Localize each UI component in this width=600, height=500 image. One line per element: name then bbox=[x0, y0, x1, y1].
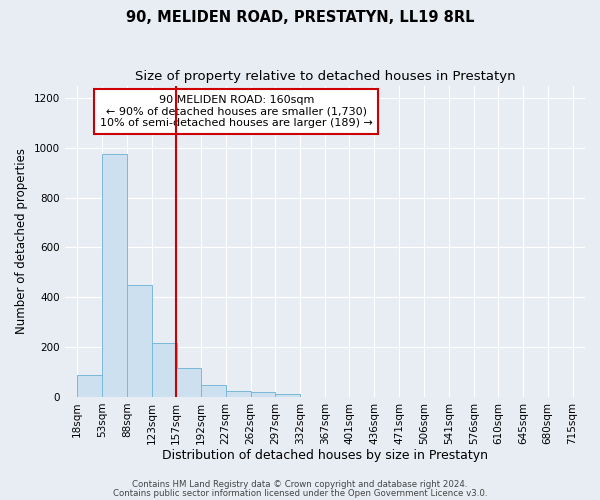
Bar bbox=[251, 392, 275, 397]
Text: Contains HM Land Registry data © Crown copyright and database right 2024.: Contains HM Land Registry data © Crown c… bbox=[132, 480, 468, 489]
Bar bbox=[77, 374, 102, 397]
Text: Contains public sector information licensed under the Open Government Licence v3: Contains public sector information licen… bbox=[113, 488, 487, 498]
Y-axis label: Number of detached properties: Number of detached properties bbox=[15, 148, 28, 334]
X-axis label: Distribution of detached houses by size in Prestatyn: Distribution of detached houses by size … bbox=[162, 450, 488, 462]
Bar bbox=[176, 368, 201, 397]
Bar bbox=[226, 390, 251, 397]
Bar bbox=[102, 154, 127, 397]
Bar bbox=[201, 384, 226, 397]
Text: 90 MELIDEN ROAD: 160sqm  
← 90% of detached houses are smaller (1,730)
10% of se: 90 MELIDEN ROAD: 160sqm ← 90% of detache… bbox=[100, 95, 373, 128]
Bar bbox=[127, 285, 152, 397]
Text: 90, MELIDEN ROAD, PRESTATYN, LL19 8RL: 90, MELIDEN ROAD, PRESTATYN, LL19 8RL bbox=[126, 10, 474, 25]
Title: Size of property relative to detached houses in Prestatyn: Size of property relative to detached ho… bbox=[134, 70, 515, 83]
Bar bbox=[152, 344, 176, 397]
Bar bbox=[275, 394, 301, 397]
